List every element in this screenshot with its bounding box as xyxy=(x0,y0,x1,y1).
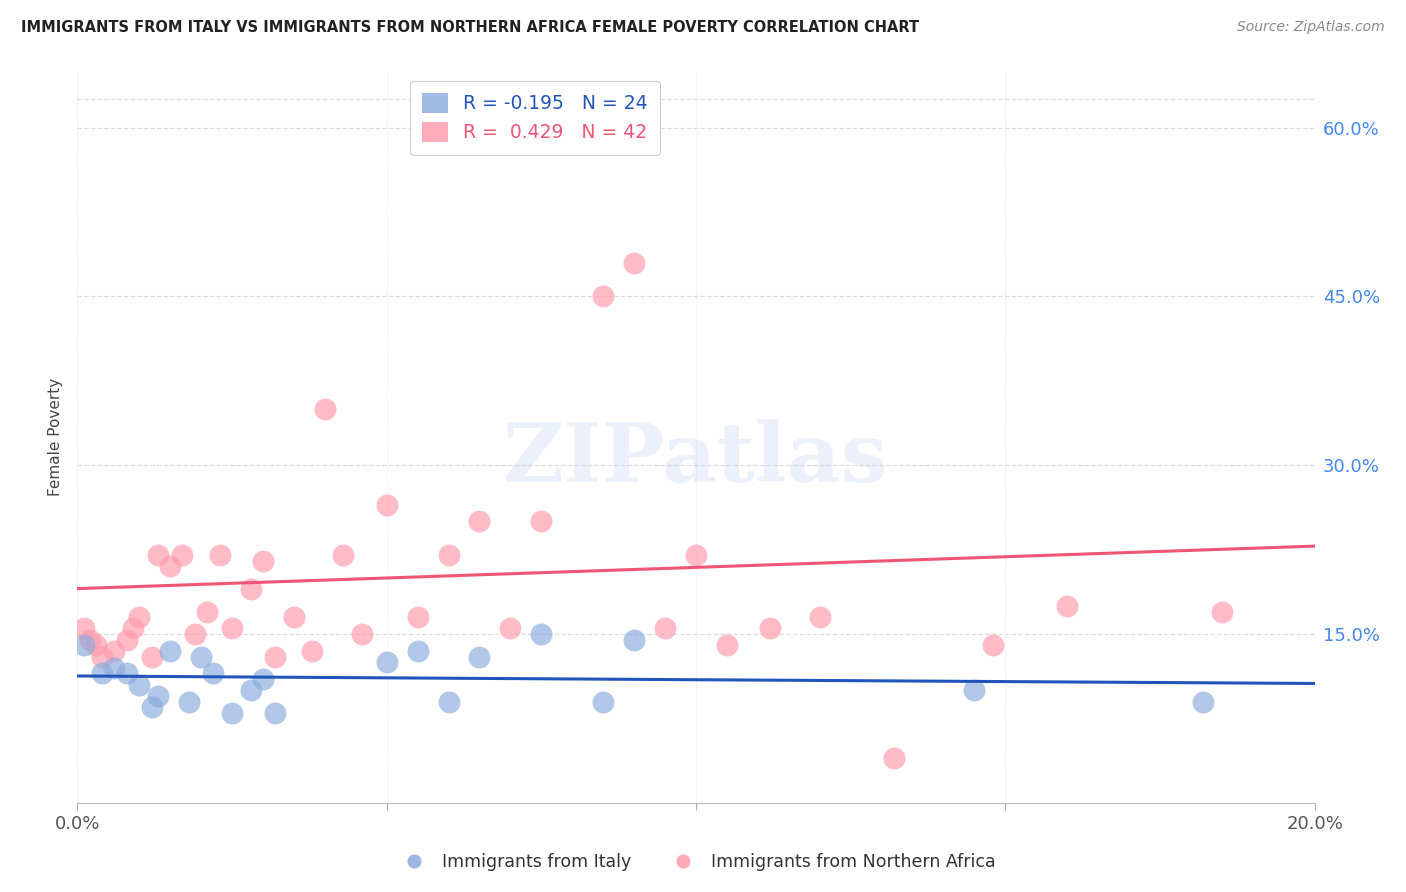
Point xyxy=(72,638,94,652)
Point xyxy=(252,672,274,686)
Point xyxy=(375,655,398,669)
Point xyxy=(91,666,114,681)
Point xyxy=(530,627,553,641)
Point xyxy=(592,694,614,708)
Point xyxy=(221,706,243,720)
Point xyxy=(221,621,243,635)
Point xyxy=(981,638,1004,652)
Point xyxy=(486,93,509,107)
Text: IMMIGRANTS FROM ITALY VS IMMIGRANTS FROM NORTHERN AFRICA FEMALE POVERTY CORRELAT: IMMIGRANTS FROM ITALY VS IMMIGRANTS FROM… xyxy=(21,20,920,35)
Point xyxy=(406,610,429,624)
Point xyxy=(301,644,323,658)
Point xyxy=(623,632,645,647)
Point xyxy=(79,632,101,647)
Point xyxy=(202,666,225,681)
Point xyxy=(437,548,460,562)
Point xyxy=(72,621,94,635)
Point xyxy=(84,638,107,652)
Point xyxy=(654,621,676,635)
Point xyxy=(128,678,150,692)
Point xyxy=(1056,599,1078,613)
Point xyxy=(375,498,398,512)
Point xyxy=(759,621,782,635)
Point xyxy=(195,605,218,619)
Point xyxy=(172,548,194,562)
Point xyxy=(468,515,491,529)
Point xyxy=(623,255,645,269)
Point xyxy=(122,621,145,635)
Point xyxy=(264,706,287,720)
Point xyxy=(159,644,181,658)
Point xyxy=(146,548,169,562)
Point xyxy=(177,694,200,708)
Point xyxy=(350,627,373,641)
Point xyxy=(190,649,212,664)
Point xyxy=(115,666,138,681)
Text: Source: ZipAtlas.com: Source: ZipAtlas.com xyxy=(1237,20,1385,34)
Point xyxy=(332,548,354,562)
Point xyxy=(103,661,125,675)
Point xyxy=(128,610,150,624)
Point xyxy=(264,649,287,664)
Point xyxy=(437,694,460,708)
Point xyxy=(314,401,336,416)
Point xyxy=(141,649,163,664)
Point xyxy=(963,683,986,698)
Point xyxy=(115,632,138,647)
Point xyxy=(406,644,429,658)
Point xyxy=(184,627,207,641)
Point xyxy=(239,683,262,698)
Point xyxy=(1211,605,1233,619)
Point xyxy=(159,559,181,574)
Point xyxy=(283,610,305,624)
Point xyxy=(530,515,553,529)
Point xyxy=(91,649,114,664)
Point xyxy=(468,649,491,664)
Point xyxy=(592,289,614,303)
Point xyxy=(208,548,231,562)
Point xyxy=(1192,694,1215,708)
Point xyxy=(499,621,522,635)
Y-axis label: Female Poverty: Female Poverty xyxy=(48,378,63,496)
Point xyxy=(808,610,831,624)
Point xyxy=(883,751,905,765)
Legend: Immigrants from Italy, Immigrants from Northern Africa: Immigrants from Italy, Immigrants from N… xyxy=(389,847,1002,879)
Point xyxy=(239,582,262,596)
Point xyxy=(103,644,125,658)
Text: ZIPatlas: ZIPatlas xyxy=(503,419,889,499)
Point xyxy=(252,554,274,568)
Point xyxy=(716,638,738,652)
Point xyxy=(141,700,163,714)
Point xyxy=(146,689,169,703)
Point xyxy=(685,548,707,562)
